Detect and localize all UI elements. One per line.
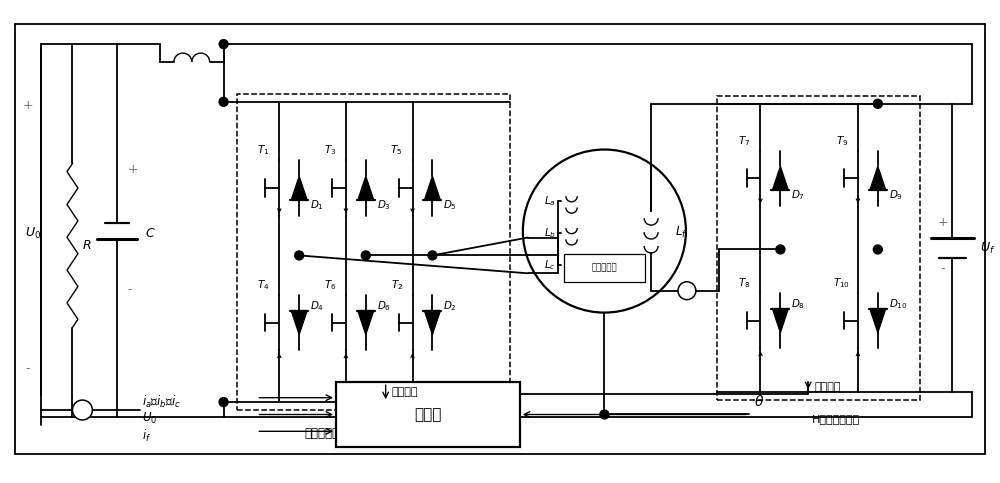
Circle shape bbox=[600, 410, 609, 419]
Text: $\theta$: $\theta$ bbox=[754, 394, 764, 409]
Text: $T_1$: $T_1$ bbox=[257, 143, 270, 157]
Text: $U_0$: $U_0$ bbox=[142, 411, 157, 426]
Text: -: - bbox=[127, 283, 132, 296]
Text: $D_1$: $D_1$ bbox=[310, 198, 324, 212]
Polygon shape bbox=[358, 311, 374, 334]
Text: $U_0$: $U_0$ bbox=[25, 226, 41, 241]
Bar bbox=[717, 96, 920, 400]
Bar bbox=[336, 382, 520, 447]
Text: $D_9$: $D_9$ bbox=[889, 188, 903, 202]
Text: $C$: $C$ bbox=[145, 227, 156, 240]
Text: -: - bbox=[25, 362, 30, 375]
Polygon shape bbox=[291, 176, 307, 200]
Text: $D_5$: $D_5$ bbox=[443, 198, 457, 212]
Text: $i_a$、$i_b$、$i_c$: $i_a$、$i_b$、$i_c$ bbox=[142, 394, 181, 410]
Text: $T_4$: $T_4$ bbox=[257, 278, 270, 292]
Polygon shape bbox=[424, 311, 440, 334]
Polygon shape bbox=[358, 176, 374, 200]
Polygon shape bbox=[772, 167, 788, 190]
Text: $T_3$: $T_3$ bbox=[324, 143, 336, 157]
Text: $D_7$: $D_7$ bbox=[791, 188, 805, 202]
Text: -: - bbox=[940, 262, 945, 275]
Text: $T_7$: $T_7$ bbox=[738, 134, 751, 147]
Text: $L_c$: $L_c$ bbox=[544, 258, 556, 272]
Circle shape bbox=[295, 251, 304, 260]
Text: $T_{10}$: $T_{10}$ bbox=[833, 276, 851, 290]
Text: $L_f$: $L_f$ bbox=[675, 225, 687, 240]
Circle shape bbox=[219, 98, 228, 106]
Polygon shape bbox=[870, 309, 886, 332]
Text: $T_9$: $T_9$ bbox=[836, 134, 848, 147]
Bar bbox=[237, 94, 510, 410]
Circle shape bbox=[776, 245, 785, 254]
Circle shape bbox=[72, 400, 92, 420]
Text: $T_6$: $T_6$ bbox=[324, 278, 336, 292]
Text: 驱动信号: 驱动信号 bbox=[814, 382, 841, 392]
Text: +: + bbox=[127, 163, 138, 176]
Circle shape bbox=[873, 99, 882, 108]
Text: $L_a$: $L_a$ bbox=[544, 194, 556, 208]
Text: $D_{10}$: $D_{10}$ bbox=[889, 297, 907, 311]
Polygon shape bbox=[772, 309, 788, 332]
Text: $D_3$: $D_3$ bbox=[377, 198, 391, 212]
Text: 三相桥式变换器: 三相桥式变换器 bbox=[304, 427, 353, 440]
Circle shape bbox=[873, 245, 882, 254]
Text: 位置传感器: 位置传感器 bbox=[592, 263, 617, 272]
Text: $D_6$: $D_6$ bbox=[377, 299, 391, 313]
Text: $T_2$: $T_2$ bbox=[391, 278, 403, 292]
Text: $D_4$: $D_4$ bbox=[310, 299, 324, 313]
Text: $R$: $R$ bbox=[82, 240, 92, 253]
Text: $i_f$: $i_f$ bbox=[142, 428, 151, 444]
Text: $T_8$: $T_8$ bbox=[738, 276, 751, 290]
Text: +: + bbox=[937, 216, 948, 229]
Text: $T_5$: $T_5$ bbox=[390, 143, 403, 157]
Circle shape bbox=[678, 282, 696, 299]
Polygon shape bbox=[424, 176, 440, 200]
Text: $D_8$: $D_8$ bbox=[791, 297, 805, 311]
Text: $D_2$: $D_2$ bbox=[443, 299, 457, 313]
Text: +: + bbox=[22, 99, 33, 112]
Circle shape bbox=[361, 251, 370, 260]
Text: $U_f$: $U_f$ bbox=[980, 241, 996, 256]
Polygon shape bbox=[870, 167, 886, 190]
Text: H桥励磁变换器: H桥励磁变换器 bbox=[812, 414, 860, 424]
Circle shape bbox=[428, 251, 437, 260]
Text: $L_b$: $L_b$ bbox=[544, 226, 556, 240]
Polygon shape bbox=[291, 311, 307, 334]
Text: 驱动信号: 驱动信号 bbox=[392, 387, 418, 397]
Circle shape bbox=[219, 40, 228, 49]
Text: 控制器: 控制器 bbox=[414, 407, 442, 422]
Bar bbox=[564, 254, 645, 282]
Circle shape bbox=[219, 398, 228, 407]
